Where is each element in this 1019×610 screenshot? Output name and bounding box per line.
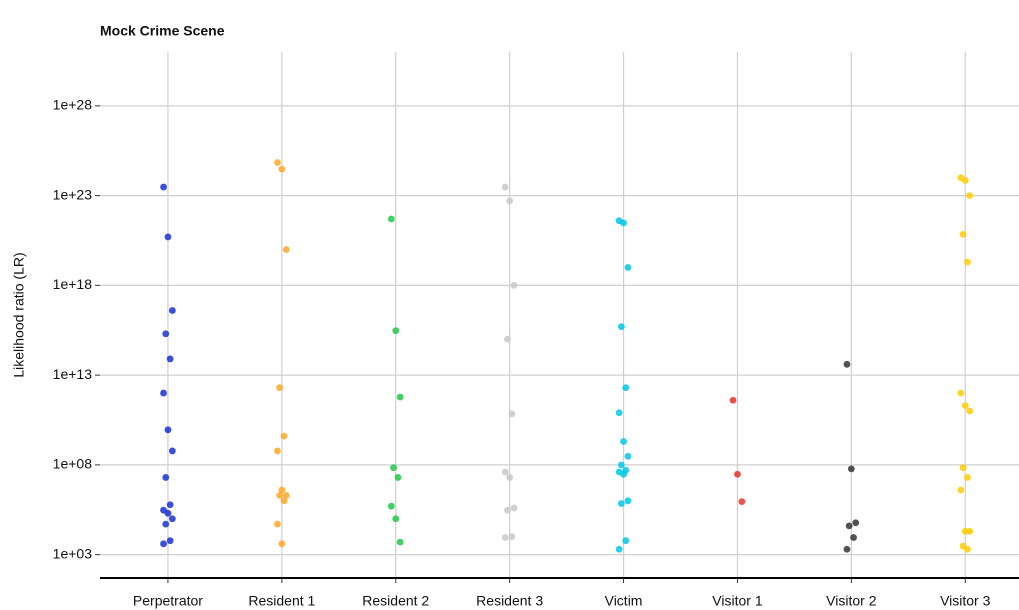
point (278, 165, 286, 173)
y-axis-label: Likelihood ratio (LR) (11, 252, 27, 377)
point (738, 498, 746, 506)
point (504, 335, 511, 343)
y-tick-label: 1e+13 (53, 366, 93, 382)
point (166, 355, 174, 363)
y-tick-label: 1e+03 (53, 545, 93, 561)
point (392, 515, 400, 523)
y-tick-label: 1e+18 (53, 276, 93, 292)
y-tick-label: 1e+28 (53, 97, 93, 113)
point (961, 177, 969, 184)
point (622, 537, 630, 545)
point (964, 474, 971, 481)
point (510, 504, 518, 512)
point (508, 533, 516, 541)
point (396, 538, 404, 546)
point (160, 389, 167, 397)
point (387, 215, 395, 223)
point (617, 500, 625, 507)
point (964, 258, 971, 266)
point (729, 396, 737, 404)
point (966, 527, 974, 535)
point (276, 384, 284, 392)
x-tick-label: Perpetrator (133, 593, 203, 609)
point (624, 452, 632, 460)
point (615, 409, 623, 417)
point (966, 192, 974, 200)
point (168, 447, 176, 455)
point (280, 432, 288, 440)
point (166, 501, 174, 509)
point (847, 465, 855, 473)
point (164, 426, 172, 434)
x-tick-label: Visitor 3 (940, 593, 991, 609)
point (506, 474, 514, 481)
point (964, 545, 971, 553)
point (162, 520, 170, 528)
x-tick-label: Visitor 2 (826, 593, 877, 609)
point (392, 327, 400, 335)
point (620, 438, 627, 445)
point (617, 323, 625, 331)
chart-title: Mock Crime Scene (100, 23, 225, 39)
point (164, 233, 172, 241)
point (282, 246, 290, 253)
point (162, 330, 170, 338)
point (280, 497, 288, 505)
point (394, 474, 402, 481)
point (615, 545, 623, 553)
x-tick-label: Resident 2 (362, 593, 429, 609)
point (168, 307, 176, 314)
y-tick-label: 1e+23 (53, 186, 93, 202)
point (624, 497, 632, 505)
point (501, 534, 509, 541)
point (504, 506, 511, 514)
x-tick-label: Victim (605, 593, 643, 609)
point (617, 461, 625, 469)
point (160, 540, 167, 548)
point (278, 486, 286, 494)
point (168, 515, 176, 523)
point (160, 183, 167, 191)
x-tick-label: Resident 1 (248, 593, 315, 609)
point (396, 393, 404, 401)
x-tick-label: Resident 3 (476, 593, 543, 609)
point (274, 520, 281, 528)
point (276, 491, 284, 499)
point (166, 537, 174, 545)
point (162, 474, 170, 481)
y-tick-label: 1e+08 (53, 456, 93, 472)
point (501, 468, 509, 476)
point (274, 447, 281, 455)
point (501, 183, 509, 191)
point (966, 407, 974, 415)
point (843, 360, 851, 368)
point (734, 470, 741, 478)
x-tick-label: Visitor 1 (712, 593, 763, 609)
point (508, 410, 516, 418)
point (961, 402, 969, 410)
point (387, 502, 395, 510)
point (850, 534, 857, 541)
point (164, 509, 172, 517)
point (624, 264, 632, 271)
point (282, 491, 290, 499)
point (390, 464, 397, 472)
point (506, 197, 514, 205)
point (274, 159, 281, 166)
point (510, 281, 518, 289)
point (620, 219, 627, 227)
point (845, 522, 853, 530)
point (622, 384, 630, 392)
point (843, 545, 851, 553)
point (959, 464, 967, 472)
point (957, 486, 965, 494)
point (959, 230, 967, 238)
point (957, 389, 965, 397)
point (620, 470, 627, 478)
point (278, 540, 286, 548)
point (852, 519, 860, 527)
